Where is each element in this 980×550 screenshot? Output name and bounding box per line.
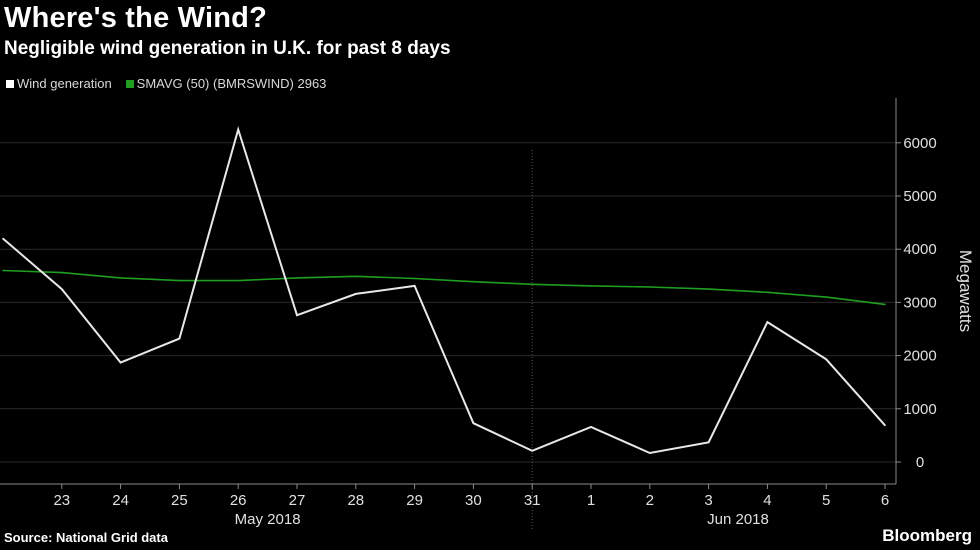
legend-item-wind-generation: Wind generation <box>6 76 112 91</box>
x-tick-label-5: 28 <box>347 492 364 509</box>
wind-point-11 <box>649 452 651 454</box>
y-tick-label-3: 3000 <box>903 294 936 311</box>
x-tick-label-0: 23 <box>53 492 70 509</box>
wind-point-15 <box>884 424 886 427</box>
chart-subtitle: Negligible wind generation in U.K. for p… <box>4 38 451 59</box>
smavg-point-3 <box>178 279 181 282</box>
x-tick-label-10: 2 <box>646 492 654 509</box>
wind-point-14 <box>825 358 827 361</box>
smavg-point-11 <box>649 286 651 288</box>
smavg-point-2 <box>119 277 122 279</box>
smavg-point-10 <box>590 285 592 287</box>
smavg-point-9 <box>531 283 533 286</box>
legend-swatch-smavg <box>125 79 134 88</box>
legend-swatch-wind-generation <box>6 79 14 88</box>
smavg-point-15 <box>884 303 886 306</box>
wind-point-13 <box>766 321 769 323</box>
series-line-smavg <box>2 269 886 306</box>
y-tick-label-2: 2000 <box>903 348 936 365</box>
x-tick-label-3: 26 <box>230 492 247 509</box>
y-tick-label-5: 5000 <box>903 188 936 205</box>
y-axis-title: Megawatts <box>956 250 975 332</box>
x-tick-label-12: 4 <box>763 492 771 509</box>
x-tick-label-7: 30 <box>465 492 482 509</box>
x-tick-label-6: 29 <box>406 492 423 509</box>
wind-point-5 <box>296 314 298 316</box>
smavg-point-6 <box>355 275 357 278</box>
legend-label-wind-generation: Wind generation <box>17 76 112 91</box>
y-tick-label-0: 0 <box>916 454 924 471</box>
month-label-1: Jun 2018 <box>707 511 769 528</box>
smavg-point-8 <box>472 280 475 283</box>
y-tick-label-4: 4000 <box>903 241 936 258</box>
wind-point-12 <box>707 441 710 444</box>
x-tick-label-2: 25 <box>171 492 188 509</box>
smavg-point-7 <box>413 277 416 280</box>
bloomberg-logo: Bloomberg <box>882 526 972 545</box>
legend: Wind generation SMAVG (50) (BMRSWIND) 29… <box>6 76 340 91</box>
y-tick-label-1: 1000 <box>903 401 936 418</box>
y-tick-label-6: 6000 <box>903 135 936 152</box>
legend-label-smavg: SMAVG (50) (BMRSWIND) 2963 <box>136 76 327 91</box>
wind-point-7 <box>413 285 416 287</box>
smavg-point-14 <box>825 296 827 298</box>
x-tick-label-1: 24 <box>112 492 129 509</box>
legend-item-smavg: SMAVG (50) (BMRSWIND) 2963 <box>125 76 327 91</box>
x-tick-label-9: 1 <box>587 492 595 509</box>
wind-point-8 <box>472 422 475 424</box>
x-tick-label-8: 31 <box>524 492 541 509</box>
chart-title: Where's the Wind? <box>4 2 267 34</box>
x-tick-label-11: 3 <box>704 492 712 509</box>
wind-point-1 <box>61 288 63 290</box>
month-label-0: May 2018 <box>235 511 301 528</box>
x-tick-label-13: 5 <box>822 492 830 509</box>
series-line-wind-generation <box>2 126 886 455</box>
wind-point-9 <box>531 450 533 452</box>
wind-point-2 <box>119 361 122 364</box>
x-tick-label-4: 27 <box>289 492 306 509</box>
smavg-point-0 <box>2 269 4 272</box>
wind-point-4 <box>237 128 239 131</box>
source-note: Source: National Grid data <box>4 530 168 545</box>
wind-point-6 <box>355 293 357 295</box>
wind-point-3 <box>178 337 181 340</box>
smavg-point-12 <box>707 288 710 290</box>
smavg-point-13 <box>766 291 769 294</box>
x-tick-label-14: 6 <box>881 492 889 509</box>
smavg-point-5 <box>296 277 298 279</box>
wind-point-0 <box>2 237 4 240</box>
smavg-point-4 <box>237 279 239 282</box>
smavg-point-1 <box>61 271 63 274</box>
wind-point-10 <box>590 426 592 428</box>
